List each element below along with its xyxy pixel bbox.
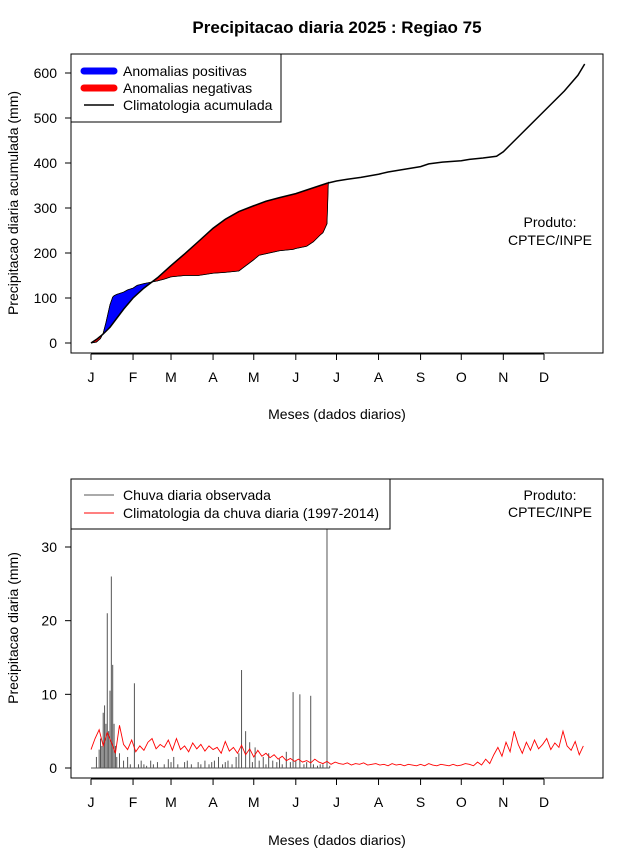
y-tick-label: 30 — [41, 539, 57, 555]
y-tick-label: 600 — [34, 65, 58, 81]
y-tick-label: 200 — [34, 245, 58, 261]
legend-label-observed: Chuva diaria observada — [123, 487, 271, 503]
x-tick-label: J — [88, 369, 95, 385]
climatology-cumulative-line — [90, 63, 586, 344]
y-tick-label: 100 — [34, 290, 58, 306]
x-tick-label: S — [416, 794, 425, 810]
y-axis: 0 10 20 30 — [41, 539, 72, 776]
x-tick-label: A — [374, 794, 384, 810]
x-tick-label: J — [292, 369, 299, 385]
credit-line-1: Produto: — [524, 487, 577, 503]
y-tick-label: 500 — [34, 110, 58, 126]
anomaly-areas — [90, 181, 329, 344]
legend-box — [70, 478, 391, 530]
x-tick-label: M — [248, 369, 260, 385]
x-tick-label: D — [539, 794, 549, 810]
legend: Chuva diaria observada Climatologia da c… — [70, 478, 391, 530]
x-tick-label: F — [129, 369, 138, 385]
y-tick-label: 10 — [41, 686, 57, 702]
y-tick-label: 0 — [49, 760, 57, 776]
legend-label-negative: Anomalias negativas — [123, 80, 252, 96]
x-tick-label: J — [88, 794, 95, 810]
climatology-daily-line — [90, 725, 584, 767]
x-axis-label: Meses (dados diarios) — [268, 406, 406, 422]
daily-chart: 0 10 20 30 J F M A M J J A S O N D Meses (dados diario… — [5, 478, 604, 848]
cumulative-chart: 0 100 200 300 400 500 600 J F M A M J J A S O N D Meses (… — [5, 53, 604, 422]
legend-label-positive: Anomalias positivas — [123, 63, 247, 79]
x-tick-label: O — [456, 794, 467, 810]
x-tick-label: J — [292, 794, 299, 810]
x-tick-label: M — [248, 794, 260, 810]
y-axis-label: Precipitacao diaria acumulada (mm) — [5, 91, 21, 315]
credit-line-1: Produto: — [524, 214, 577, 230]
x-tick-label: J — [333, 794, 340, 810]
x-tick-label: M — [165, 794, 177, 810]
credit-line-2: CPTEC/INPE — [508, 504, 592, 520]
observed-cumulative-line — [90, 181, 329, 344]
y-tick-label: 0 — [49, 335, 57, 351]
x-axis-label: Meses (dados diarios) — [268, 832, 406, 848]
y-axis-label: Precipitacao diaria (mm) — [5, 552, 21, 704]
negative-anomaly-area — [151, 182, 329, 283]
x-tick-label: N — [498, 794, 508, 810]
legend: Anomalias positivas Anomalias negativas … — [70, 53, 282, 123]
observed-bars — [91, 528, 331, 769]
x-tick-label: A — [208, 369, 218, 385]
x-tick-label: J — [333, 369, 340, 385]
legend-label-climatology: Climatologia acumulada — [123, 97, 273, 113]
x-tick-label: N — [498, 369, 508, 385]
figure-title: Precipitacao diaria 2025 : Regiao 75 — [192, 18, 481, 37]
y-tick-label: 300 — [34, 200, 58, 216]
y-axis: 0 100 200 300 400 500 600 — [34, 65, 72, 351]
y-tick-label: 20 — [41, 613, 57, 629]
x-tick-label: M — [165, 369, 177, 385]
legend-label-climatology: Climatologia da chuva diaria (1997-2014) — [123, 505, 379, 521]
x-tick-label: A — [208, 794, 218, 810]
x-tick-label: A — [374, 369, 384, 385]
credit-line-2: CPTEC/INPE — [508, 232, 592, 248]
x-tick-label: F — [129, 794, 138, 810]
x-tick-label: S — [416, 369, 425, 385]
x-tick-label: D — [539, 369, 549, 385]
x-tick-label: O — [456, 369, 467, 385]
y-tick-label: 400 — [34, 155, 58, 171]
